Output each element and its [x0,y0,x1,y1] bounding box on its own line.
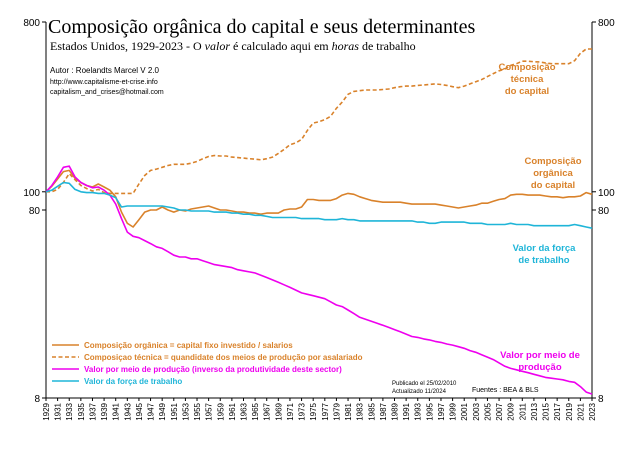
x-tick-label-1989: 1989 [391,402,400,420]
x-tick-label-1947: 1947 [147,402,156,420]
subtitle-part-3: é calculado aqui em [230,39,332,53]
series-line-1 [45,169,593,228]
x-tick-label-1991: 1991 [402,402,411,420]
x-tick-label-2005: 2005 [483,402,492,420]
series-line-4 [45,181,593,229]
x-tick-label-1931: 1931 [54,402,63,420]
x-tick-label-1929: 1929 [42,402,51,420]
x-tick-label-1959: 1959 [216,402,225,420]
x-tick-label-1945: 1945 [135,402,144,420]
subtitle-part-1: Estados Unidos, 1929-2023 - O [50,39,205,53]
published-note: Publicado el 25/02/2010 [392,381,457,387]
series-label-2-line-2: técnica [511,74,544,85]
x-tick-label-1971: 1971 [286,402,295,420]
x-tick-label-1967: 1967 [263,402,272,420]
y-tick-label-right-8: 8 [598,394,604,405]
series-label-1-line-1: Composição [524,156,581,167]
updated-note: Actualizado 11/2024 [392,389,447,395]
series-label-4-line-2: de trabalho [518,255,569,266]
x-tick-label-1941: 1941 [112,402,121,420]
legend-label-1: Composição orgânica = capital fixo inves… [84,341,293,350]
x-tick-label-1937: 1937 [88,402,97,420]
x-tick-label-1973: 1973 [298,402,307,420]
x-tick-label-1951: 1951 [170,402,179,420]
x-tick-label-1985: 1985 [367,402,376,420]
subtitle-part-4: horas [332,39,360,53]
x-tick-label-1969: 1969 [274,402,283,420]
y-tick-label-left-800: 800 [23,18,40,29]
series-layer [45,48,593,395]
x-tick-label-1997: 1997 [437,402,446,420]
x-tick-label-2011: 2011 [518,402,527,420]
chart-subtitle: Estados Unidos, 1929-2023 - O valor é ca… [50,39,416,53]
x-tick-label-1955: 1955 [193,402,202,420]
author-email: capitalism_and_crises@hotmail.com [50,89,164,96]
author-name: Autor : Roelandts Marcel V 2.0 [50,66,159,75]
legend-label-4: Valor da força de trabalho [84,377,182,386]
series-label-1-line-2: orgânica [533,168,573,179]
x-tick-label-1981: 1981 [344,402,353,420]
legend: Composição orgânica = capital fixo inves… [52,341,363,386]
x-tick-label-1957: 1957 [205,402,214,420]
series-line-2 [46,48,592,195]
x-tick-label-2023: 2023 [588,402,597,420]
series-line-3 [45,165,593,395]
x-tick-label-2021: 2021 [576,402,585,420]
x-tick-label-2003: 2003 [472,402,481,420]
x-tick-label-2001: 2001 [460,402,469,420]
series-label-1-line-3: do capital [531,180,575,191]
legend-label-2: Composiçao técnica = quandidate dos meio… [84,353,363,362]
x-tick-label-2013: 2013 [530,402,539,420]
x-tick-label-1961: 1961 [228,402,237,420]
y-tick-label-right-800: 800 [598,18,615,29]
series-label-4-line-1: Valor da força [513,243,577,254]
x-tick-label-1993: 1993 [414,402,423,420]
x-tick-label-2017: 2017 [553,402,562,420]
series-label-2-line-3: do capital [505,86,549,97]
x-tick-label-1979: 1979 [332,402,341,420]
x-tick-label-2009: 2009 [507,402,516,420]
y-tick-label-left-80: 80 [29,206,41,217]
sources-note: Fuentes : BEA & BLS [472,387,539,394]
legend-label-3: Valor por meio de produção (inverso da p… [84,365,342,374]
x-tick-label-1939: 1939 [100,402,109,420]
chart-title: Composição orgânica do capital e seus de… [48,16,475,38]
x-tick-label-1965: 1965 [251,402,260,420]
y-tick-label-right-80: 80 [598,206,610,217]
author-website: http://www.capitalisme-et-crise.info [50,79,158,86]
x-tick-label-1953: 1953 [181,402,190,420]
x-tick-label-1943: 1943 [123,402,132,420]
series-label-2-line-1: Composição [498,62,555,73]
x-tick-label-1933: 1933 [65,402,74,420]
x-tick-label-1963: 1963 [239,402,248,420]
x-tick-label-1983: 1983 [356,402,365,420]
subtitle-part-5: de trabalho [359,39,416,53]
y-tick-label-left-8: 8 [34,394,40,405]
x-tick-label-1977: 1977 [321,402,330,420]
y-tick-label-left-100: 100 [23,188,40,199]
x-tick-label-1935: 1935 [77,402,86,420]
x-tick-label-2015: 2015 [542,402,551,420]
x-tick-label-2007: 2007 [495,402,504,420]
x-tick-label-1987: 1987 [379,402,388,420]
x-tick-label-1949: 1949 [158,402,167,420]
x-tick-label-2019: 2019 [565,402,574,420]
x-tick-label-1975: 1975 [309,402,318,420]
x-tick-label-1995: 1995 [425,402,434,420]
subtitle-part-2: valor [205,39,231,53]
series-label-3-line-2: produção [518,362,561,373]
series-label-3-line-1: Valor por meio de [500,350,580,361]
y-tick-label-right-100: 100 [598,188,615,199]
x-tick-label-1999: 1999 [449,402,458,420]
